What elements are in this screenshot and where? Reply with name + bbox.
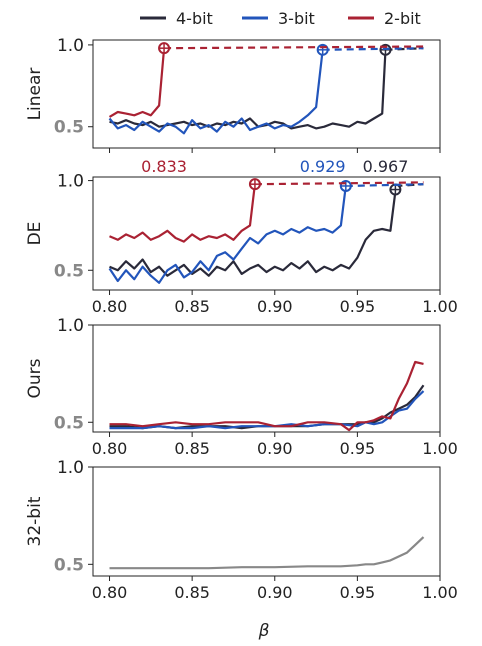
series-line — [108, 49, 324, 135]
panel-ours: 0.80 0.85 0.90 0.95 1.00 0.5 1.0 Ours — [25, 316, 458, 458]
series-dashed-line — [322, 47, 424, 51]
axes-frame — [92, 466, 441, 577]
series-dashed-line — [385, 47, 424, 51]
legend-label: 4-bit — [176, 9, 213, 28]
x-tick-label: 0.95 — [340, 297, 376, 316]
y-tick-label: 0.5 — [54, 261, 84, 281]
y-tick-label: 1.0 — [57, 36, 84, 56]
axes-frame — [92, 324, 441, 433]
panel-32-bit: 0.80 0.85 0.90 0.95 1.00 0.5 1.0 32-bit — [25, 458, 458, 602]
y-tick-label: 1.0 — [57, 316, 84, 336]
series-dashed-line — [164, 45, 424, 50]
x-tick-label: 1.00 — [422, 583, 458, 602]
transition-label: 0.833 — [141, 157, 187, 176]
x-tick-label: 0.85 — [174, 297, 210, 316]
series-line — [109, 360, 424, 432]
x-tick-label: 0.90 — [257, 583, 293, 602]
axes-frame — [92, 39, 441, 149]
x-tick-label: 0.80 — [92, 583, 128, 602]
panel-linear: 0.5 1.0 Linear 0.833 0.929 0.967 — [25, 36, 441, 176]
y-tick-label: 0.5 — [54, 413, 84, 433]
y-axis-label: Linear — [25, 68, 45, 121]
x-tick-label: 0.95 — [340, 583, 376, 602]
x-tick-label: 0.80 — [92, 297, 128, 316]
series-line — [109, 191, 397, 277]
y-axis-label: Ours — [25, 358, 45, 398]
series-line — [108, 185, 347, 284]
series-line — [109, 49, 387, 130]
series-line — [108, 48, 166, 118]
series-line — [109, 384, 425, 430]
transition-label: 0.967 — [363, 157, 409, 176]
x-axis-label: β — [258, 621, 270, 641]
x-tick-label: 0.95 — [340, 439, 376, 458]
series-dashed-line — [345, 183, 424, 188]
transition-label: 0.929 — [300, 157, 346, 176]
x-tick-label: 0.80 — [92, 439, 128, 458]
axes-frame — [92, 176, 441, 291]
x-tick-label: 0.85 — [174, 583, 210, 602]
legend: 4-bit 3-bit 2-bit — [140, 9, 421, 28]
x-tick-label: 0.90 — [257, 439, 293, 458]
series-line — [109, 536, 425, 570]
x-tick-label: 1.00 — [422, 297, 458, 316]
series-dashed-line — [254, 181, 424, 186]
legend-label: 2-bit — [384, 9, 421, 28]
series-line — [109, 184, 256, 243]
legend-label: 3-bit — [278, 9, 315, 28]
x-tick-label: 0.90 — [257, 297, 293, 316]
y-tick-label: 1.0 — [57, 458, 84, 478]
panel-de: 0.80 0.85 0.90 0.95 1.00 0.5 1.0 DE — [25, 172, 458, 316]
series-line — [109, 390, 425, 430]
y-tick-label: 0.5 — [54, 118, 84, 138]
y-axis-label: DE — [25, 222, 45, 246]
x-tick-label: 1.00 — [422, 439, 458, 458]
y-tick-label: 0.5 — [54, 555, 84, 575]
y-axis-label: 32-bit — [25, 496, 45, 546]
y-tick-label: 1.0 — [57, 172, 84, 192]
x-tick-label: 0.85 — [174, 439, 210, 458]
